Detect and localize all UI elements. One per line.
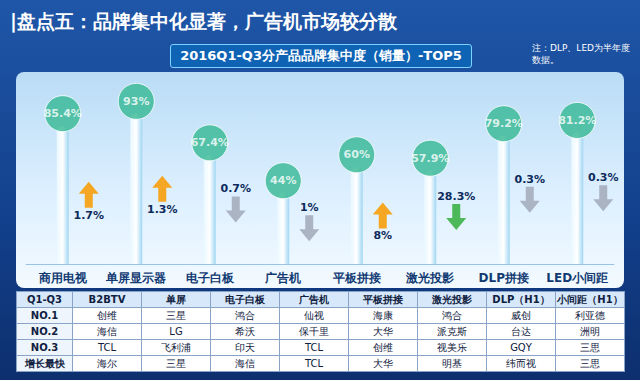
svg-text:0.3%: 0.3%: [514, 173, 545, 186]
svg-text:0.3%: 0.3%: [588, 171, 619, 184]
html-text:TCL: TCL: [98, 342, 116, 353]
svg-text:60%: 60%: [344, 148, 370, 161]
svg-text:DLP拼接: DLP拼接: [479, 271, 529, 285]
html-text:注：DLP、LED为半年度数据。: 注：DLP、LED为半年度数据。: [532, 43, 630, 65]
html-text:NO.3: NO.3: [30, 342, 59, 353]
html-text:保千里: 保千里: [299, 325, 329, 337]
html-text:TCL: TCL: [305, 342, 323, 353]
html-text:Q1-Q3: Q1-Q3: [27, 294, 62, 305]
html-text:广告机: 广告机: [299, 293, 329, 305]
html-text:鸿合: 鸿合: [235, 309, 255, 321]
html-text:大华: 大华: [373, 325, 393, 337]
svg-text:85.4%: 85.4%: [44, 107, 82, 120]
html-text:海尔: 海尔: [97, 357, 117, 369]
svg-text:28.3%: 28.3%: [437, 190, 475, 203]
html-text:电子白板: 电子白板: [225, 293, 265, 305]
html-text:TCL: TCL: [305, 358, 323, 369]
svg-text:1.7%: 1.7%: [73, 209, 104, 222]
html-text:印天: 印天: [235, 341, 255, 353]
html-text:利亚德: 利亚德: [575, 309, 605, 321]
svg-text:57.9%: 57.9%: [411, 152, 449, 165]
svg-text:1.3%: 1.3%: [147, 203, 178, 216]
html-text:|盘点五：品牌集中化显著，广告机市场较分散: |盘点五：品牌集中化显著，广告机市场较分散: [10, 10, 397, 32]
svg-text:单屏显示器: 单屏显示器: [105, 271, 166, 285]
html-text:威创: 威创: [511, 309, 531, 321]
html-text:增长最快: 增长最快: [24, 357, 65, 369]
html-text:NO.1: NO.1: [30, 310, 59, 321]
svg-text:81.2%: 81.2%: [558, 114, 596, 127]
html-text:小间距（H1）: 小间距（H1）: [557, 293, 623, 305]
html-text:三星: 三星: [166, 309, 186, 321]
html-text:视美乐: 视美乐: [437, 341, 467, 353]
html-text:海康: 海康: [373, 309, 393, 321]
svg-text:67.4%: 67.4%: [191, 136, 229, 149]
svg-text:0.7%: 0.7%: [220, 182, 251, 195]
html-text:派克斯: 派克斯: [437, 325, 467, 337]
html-text:大华: 大华: [373, 357, 393, 369]
html-text:三思: 三思: [580, 341, 600, 353]
svg-text:平板拼接: 平板拼接: [332, 271, 381, 285]
html-text:三星: 三星: [166, 357, 186, 369]
html-text:海信: 海信: [97, 325, 117, 337]
svg-text:电子白板: 电子白板: [186, 271, 235, 285]
html-text:单屏: 单屏: [166, 293, 186, 305]
svg-text:79.2%: 79.2%: [485, 117, 523, 130]
svg-text:LED小间距: LED小间距: [546, 271, 608, 285]
svg-text:8%: 8%: [373, 229, 392, 242]
svg-text:1%: 1%: [300, 201, 319, 214]
html-text:仙视: 仙视: [304, 309, 324, 321]
svg-text:商用电视: 商用电视: [38, 271, 88, 285]
html-text:DLP（H1）: DLP（H1）: [492, 293, 550, 305]
html-text:纬而视: 纬而视: [506, 357, 536, 369]
html-text:台达: 台达: [511, 325, 531, 337]
html-text:洲明: 洲明: [580, 325, 600, 337]
html-text:明基: 明基: [442, 357, 462, 369]
html-text:平板拼接: 平板拼接: [363, 293, 403, 305]
html-text:希沃: 希沃: [235, 325, 255, 337]
svg-text:激光投影: 激光投影: [405, 271, 454, 285]
html-text:海信: 海信: [235, 357, 255, 369]
svg-text:44%: 44%: [270, 174, 296, 187]
html-text:GQY: GQY: [510, 342, 532, 353]
html-text:NO.2: NO.2: [30, 326, 59, 337]
html-text:B2BTV: B2BTV: [88, 294, 126, 305]
html-text:激光投影: 激光投影: [432, 293, 472, 305]
html-text:2016Q1-Q3分产品品牌集中度（销量）-TOP5: 2016Q1-Q3分产品品牌集中度（销量）-TOP5: [180, 48, 462, 63]
html-text:三思: 三思: [580, 357, 600, 369]
html-text:创维: 创维: [373, 341, 393, 353]
html-text:LG: LG: [169, 326, 183, 337]
html-text:飞利浦: 飞利浦: [161, 341, 191, 353]
html-text:鸿合: 鸿合: [442, 309, 462, 321]
svg-text:93%: 93%: [123, 95, 149, 108]
html-text:创维: 创维: [97, 309, 117, 321]
svg-text:广告机: 广告机: [264, 271, 301, 285]
